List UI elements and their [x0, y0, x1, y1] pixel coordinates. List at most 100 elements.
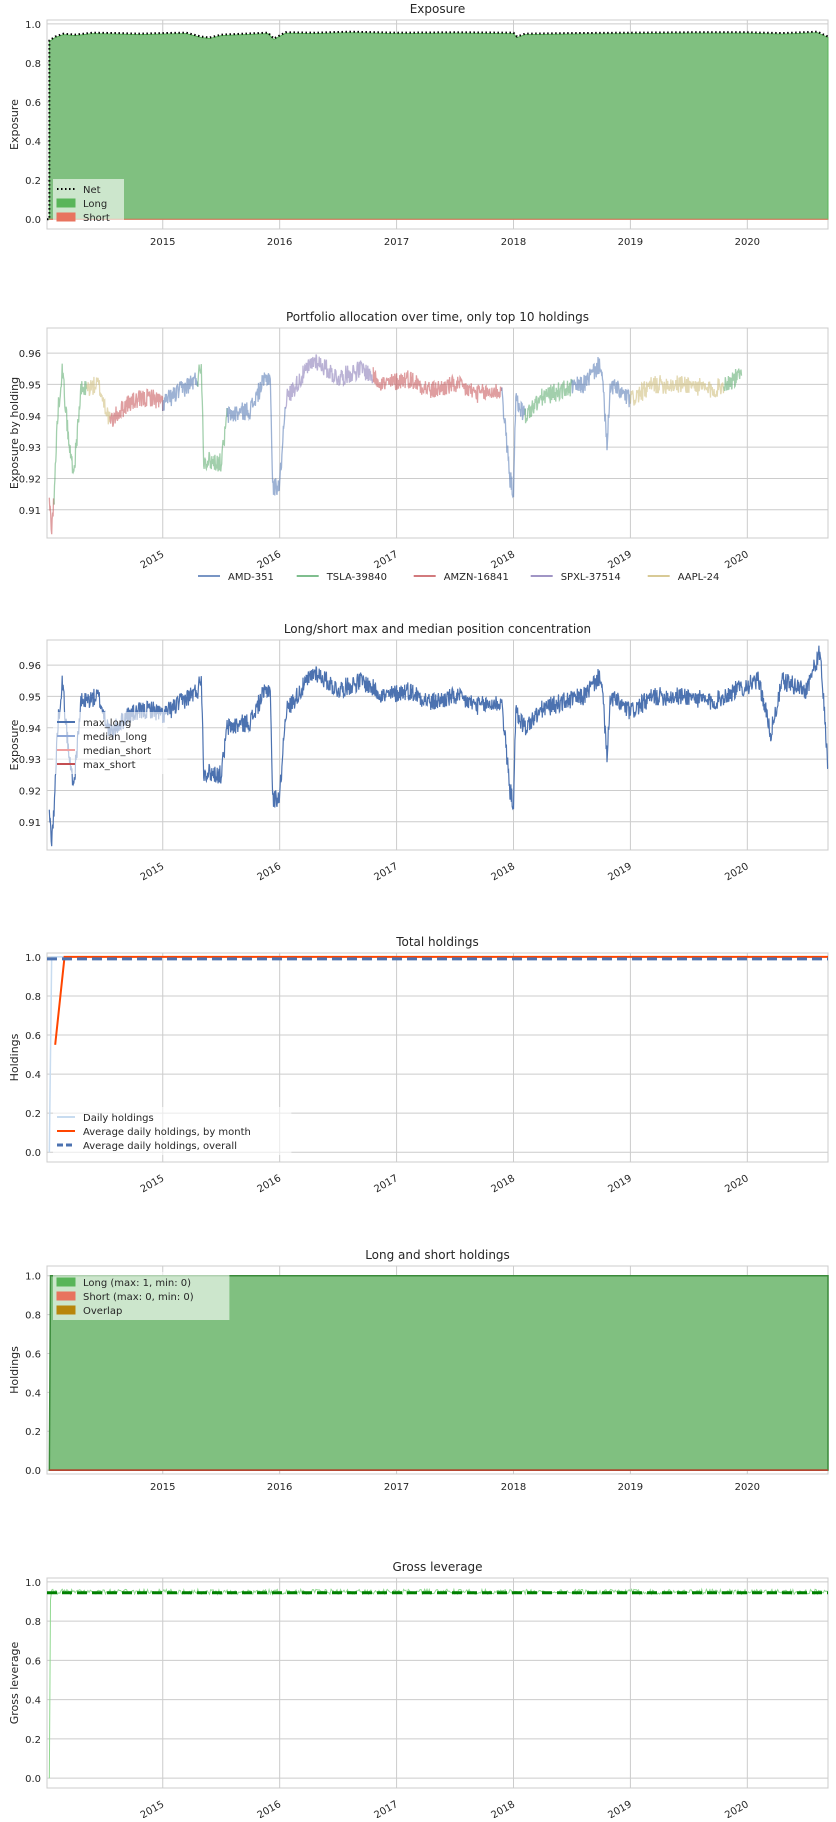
- y-axis-label: Exposure: [8, 99, 21, 150]
- panel-2: 0.91 0.92 0.93 0.94 0.95 0.96 2015 2016 2017 2018…: [8, 310, 829, 583]
- y-tick-label: 0.2: [25, 176, 41, 187]
- y-tick-label: 0.6: [25, 98, 41, 109]
- x-tick-label: 2017: [384, 1482, 409, 1493]
- y-tick-label: 0.95: [19, 380, 41, 391]
- x-tick-label: 2019: [618, 237, 643, 248]
- x-tick-label: 2020: [723, 1173, 751, 1195]
- y-tick-label: 0.6: [25, 1031, 41, 1042]
- x-tick-label: 2016: [256, 1799, 284, 1818]
- y-tick-label: 0.0: [25, 1466, 41, 1477]
- y-tick-label: 0.94: [19, 412, 41, 423]
- y-tick-label: 0.8: [25, 59, 41, 70]
- y-tick-label: 0.2: [25, 1427, 41, 1438]
- chart-title: Exposure: [410, 2, 466, 16]
- legend-label: Daily holdings: [83, 1113, 154, 1124]
- legend-label: median_short: [83, 746, 151, 757]
- holding-line: [86, 376, 111, 425]
- legend-box: [53, 1272, 230, 1320]
- x-tick-label: 2020: [723, 549, 751, 571]
- legend-swatch: [56, 198, 76, 208]
- holding-line: [53, 363, 88, 505]
- legend-label: SPXL-37514: [561, 572, 621, 583]
- x-tick-label: 2019: [606, 1173, 634, 1195]
- y-axis-label: Holdings: [8, 1346, 21, 1394]
- legend-label: Overlap: [83, 1306, 122, 1317]
- x-tick-label: 2019: [606, 549, 634, 571]
- y-tick-label: 0.96: [19, 661, 41, 672]
- chart-title: Total holdings: [395, 935, 479, 949]
- legend-label: AMD-351: [228, 572, 274, 583]
- y-tick-label: 0.93: [19, 443, 41, 454]
- x-tick-label: 2018: [489, 861, 517, 883]
- max-long-line: [48, 645, 829, 847]
- chart-title: Long/short max and median position conce…: [284, 622, 591, 636]
- legend-label: max_short: [83, 760, 136, 771]
- holding-line: [571, 356, 631, 451]
- legend-box: [53, 1107, 292, 1155]
- y-tick-label: 1.0: [25, 1272, 41, 1283]
- y-tick-label: 0.2: [25, 1735, 41, 1746]
- legend-label: median_long: [83, 732, 147, 743]
- panel-5: 0.0 0.2 0.4 0.6 0.8 1.0 2015 2016 2017 2018 2019 20…: [8, 1248, 829, 1493]
- y-tick-label: 1.0: [25, 20, 41, 31]
- x-tick-label: 2016: [256, 861, 284, 883]
- plot-area: [46, 327, 829, 539]
- y-tick-label: 0.92: [19, 786, 41, 797]
- legend-swatch: [56, 1291, 76, 1301]
- long-short-legend: Long (max: 1, min: 0) Short (max: 0, min:…: [53, 1272, 230, 1320]
- x-tick-label: 2016: [256, 549, 284, 571]
- legend-label: AMZN-16841: [444, 572, 509, 583]
- y-tick-label: 0.6: [25, 1656, 41, 1667]
- x-tick-label: 2015: [139, 1799, 167, 1818]
- y-tick-label: 0.96: [19, 349, 41, 360]
- x-tick-label: 2015: [150, 237, 175, 248]
- legend-swatch: [56, 212, 76, 222]
- legend-label: Net: [83, 185, 101, 196]
- y-axis-label: Exposure: [8, 719, 21, 770]
- x-tick-label: 2019: [606, 861, 634, 883]
- y-tick-label: 0.8: [25, 1311, 41, 1322]
- y-axis-label: Holdings: [8, 1033, 21, 1081]
- x-tick-label: 2018: [501, 237, 526, 248]
- legend-label: Short: [83, 213, 110, 224]
- x-tick-label: 2015: [139, 549, 167, 571]
- exposure-legend: Net Long Short: [53, 179, 124, 227]
- long-exposure-area: [48, 32, 829, 220]
- holding-line: [372, 367, 503, 403]
- x-tick-label: 2017: [373, 1799, 401, 1818]
- x-tick-label: 2018: [489, 549, 517, 571]
- legend-label: max_long: [83, 718, 131, 729]
- legend-label: Average daily holdings, by month: [83, 1127, 251, 1138]
- net-exposure-line: [47, 30, 829, 221]
- x-tick-label: 2019: [606, 1799, 634, 1818]
- legend-swatch: [56, 1305, 76, 1315]
- y-tick-label: 0.8: [25, 1617, 41, 1628]
- holdings-legend: Daily holdings Average daily holdings, by…: [53, 1107, 292, 1155]
- holding-line: [524, 378, 573, 424]
- chart-title: Gross leverage: [392, 1560, 482, 1574]
- holding-line: [501, 387, 526, 499]
- y-tick-label: 0.0: [25, 215, 41, 226]
- y-tick-label: 0.0: [25, 1774, 41, 1785]
- y-tick-label: 0.4: [25, 1070, 41, 1081]
- legend-label: TSLA-39840: [326, 572, 387, 583]
- x-tick-label: 2015: [150, 1482, 175, 1493]
- y-tick-label: 0.4: [25, 1696, 41, 1707]
- x-tick-label: 2020: [735, 237, 760, 248]
- y-tick-label: 0.4: [25, 1388, 41, 1399]
- x-tick-label: 2018: [489, 1173, 517, 1195]
- y-tick-label: 0.93: [19, 755, 41, 766]
- y-axis-label: Gross leverage: [8, 1641, 21, 1724]
- y-tick-label: 0.91: [19, 506, 41, 517]
- y-axis-label: Exposure by holding: [8, 377, 21, 489]
- x-tick-label: 2020: [723, 861, 751, 883]
- y-tick-label: 0.0: [25, 1148, 41, 1159]
- holding-line: [197, 364, 228, 472]
- legend-label: Long: [83, 199, 107, 210]
- y-tick-label: 0.95: [19, 692, 41, 703]
- x-tick-label: 2019: [618, 1482, 643, 1493]
- x-tick-label: 2018: [501, 1482, 526, 1493]
- panel-1: 0.0 0.2 0.4 0.6 0.8 1.0 2015 2016 2017 2018 2019 20…: [8, 2, 829, 248]
- x-tick-label: 2017: [373, 1173, 401, 1195]
